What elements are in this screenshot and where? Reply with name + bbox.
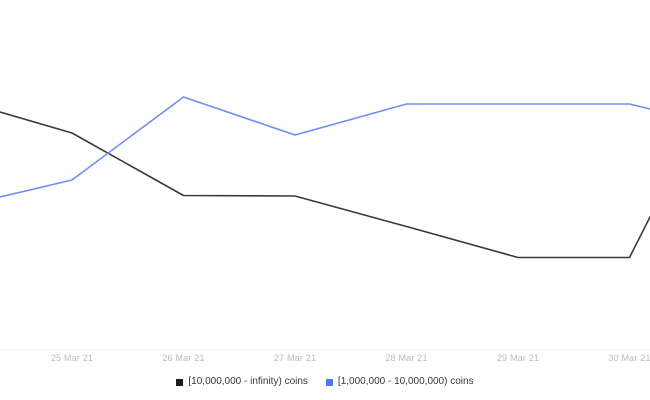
legend-swatch-icon	[325, 378, 333, 386]
legend-item-0[interactable]: [10,000,000 - infinity) coins	[176, 376, 308, 388]
x-axis-tick-label: 29 Mar 21	[496, 353, 540, 363]
legend-label: [10,000,000 - infinity) coins	[188, 376, 308, 387]
legend-label: [1,000,000 - 10,000,000) coins	[337, 376, 474, 387]
x-axis: 25 Mar 21 26 Mar 21 27 Mar 21 28 Mar 21 29 M…	[0, 352, 650, 366]
x-axis-tick-label: 28 Mar 21	[385, 353, 428, 363]
legend-swatch-icon	[176, 378, 184, 386]
x-axis-tick-label: 25 Mar 21	[50, 353, 94, 363]
chart-legend: [10,000,000 - infinity) coins [1,000,000 …	[0, 376, 650, 388]
x-axis-tick-label: 30 Mar 21	[608, 353, 650, 363]
series-line-1	[0, 96, 650, 198]
legend-item-1[interactable]: [1,000,000 - 10,000,000) coins	[325, 376, 474, 388]
x-axis-tick-label: 27 Mar 21	[273, 353, 317, 363]
series-line-0	[0, 111, 650, 259]
x-axis-line	[0, 349, 650, 350]
x-axis-tick-label: 26 Mar 21	[162, 353, 205, 363]
